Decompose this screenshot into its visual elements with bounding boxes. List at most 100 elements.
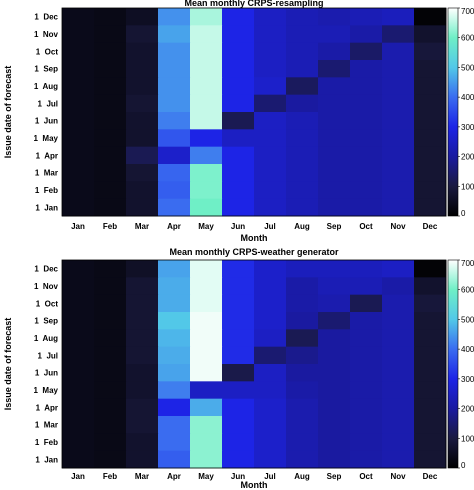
heatmap-cell: [126, 364, 159, 382]
heatmap-cell: [286, 8, 319, 26]
heatmap-cell: [222, 416, 255, 434]
heatmap-cell: [382, 42, 415, 61]
colorbar-tick-label: 300: [461, 375, 474, 384]
heatmap-cell: [254, 312, 287, 330]
colorbar-tick-label: 300: [461, 123, 474, 132]
heatmap-cell: [62, 416, 95, 434]
heatmap-cell: [222, 94, 255, 113]
heatmap-cell: [254, 8, 287, 26]
heatmap-cell: [350, 112, 383, 130]
heatmap-cell: [350, 77, 383, 96]
heatmap-cell: [318, 277, 351, 296]
heatmap-cell: [94, 416, 127, 434]
heatmap-cell: [254, 381, 287, 400]
heatmap-cell: [286, 450, 319, 469]
heatmap-cell: [62, 181, 95, 200]
heatmap-panel-resampling: Mean monthly CRPS-resampling Month Issue…: [3, 0, 474, 243]
heatmap-cell: [414, 312, 447, 330]
heatmap-cell: [414, 364, 447, 382]
y-tick-label: 1 Jul: [38, 351, 58, 360]
heatmap-cell: [126, 450, 159, 469]
heatmap-cell: [382, 77, 415, 96]
heatmap-cell: [286, 181, 319, 200]
heatmap-cell: [382, 416, 415, 434]
heatmap-cell: [350, 25, 383, 44]
heatmap-cell: [62, 112, 95, 130]
heatmap-cell: [158, 60, 191, 78]
heatmap-cell: [62, 129, 95, 148]
heatmap-cell: [382, 364, 415, 382]
colorbar-tick-label: 400: [461, 345, 474, 354]
heatmap-cell: [350, 8, 383, 26]
heatmap-cell: [94, 381, 127, 400]
heatmap-cell: [222, 8, 255, 26]
heatmap-cell: [414, 329, 447, 348]
heatmap-cell: [126, 181, 159, 200]
heatmap-cell: [94, 277, 127, 296]
heatmap-cell: [126, 8, 159, 26]
heatmap-cell: [350, 164, 383, 182]
heatmap-cell: [414, 164, 447, 182]
heatmap-cell: [222, 294, 255, 313]
heatmap-cell: [350, 398, 383, 417]
heatmap-cell: [190, 346, 223, 365]
heatmap-cell: [222, 129, 255, 148]
heatmap-cell: [94, 94, 127, 113]
heatmap-cell: [382, 60, 415, 78]
heatmap-cell: [318, 398, 351, 417]
heatmap-cell: [222, 398, 255, 417]
x-tick-label: Apr: [167, 222, 181, 231]
heatmap-cell: [126, 277, 159, 296]
x-tick-label: Jun: [231, 472, 245, 481]
heatmap-cell: [94, 77, 127, 96]
colorbar: [447, 259, 459, 469]
y-tick-label: 1 Apr: [36, 403, 58, 412]
heatmap-cell: [414, 42, 447, 61]
heatmap-cell: [414, 8, 447, 26]
heatmap-cell: [126, 198, 159, 217]
heatmap-cell: [62, 294, 95, 313]
heatmap-cell: [254, 346, 287, 365]
heatmap-cell: [382, 198, 415, 217]
heatmap-cell: [158, 329, 191, 348]
heatmap-cell: [222, 112, 255, 130]
heatmap-cell: [222, 60, 255, 78]
heatmap-cell: [94, 450, 127, 469]
x-tick-label: Dec: [423, 472, 438, 481]
colorbar: [447, 7, 459, 217]
heatmap-cell: [94, 181, 127, 200]
heatmap-cell: [350, 294, 383, 313]
heatmap-cell: [254, 294, 287, 313]
heatmap-cell: [222, 450, 255, 469]
heatmap-cell: [158, 312, 191, 330]
heatmap-cell: [158, 198, 191, 217]
heatmap-cell: [318, 77, 351, 96]
x-tick-label: Nov: [390, 222, 406, 231]
heatmap-cell: [318, 146, 351, 165]
heatmap-cell: [318, 60, 351, 78]
heatmap-cell: [126, 146, 159, 165]
heatmap-cell: [382, 433, 415, 452]
heatmap-cell: [286, 260, 319, 278]
x-tick-label: Jan: [71, 472, 85, 481]
heatmap-cell: [318, 164, 351, 182]
heatmap-cell: [94, 112, 127, 130]
y-tick-label: 1 Mar: [35, 169, 58, 178]
chart-title: Mean monthly CRPS-resampling: [184, 0, 323, 8]
heatmap-cell: [158, 164, 191, 182]
heatmap-cell: [318, 416, 351, 434]
heatmap-cell: [414, 25, 447, 44]
heatmap-cell: [190, 77, 223, 96]
y-tick-label: 1 Dec: [34, 13, 58, 22]
heatmap-cell: [158, 77, 191, 96]
heatmap-cell: [62, 8, 95, 26]
heatmap-cell: [318, 381, 351, 400]
y-tick-label: 1 Jan: [35, 203, 58, 212]
heatmap-cell: [254, 25, 287, 44]
heatmap-cell: [94, 433, 127, 452]
y-tick-label: 1 Apr: [36, 151, 58, 160]
heatmap-cell: [190, 416, 223, 434]
heatmap-cell: [254, 77, 287, 96]
heatmap-cell: [126, 25, 159, 44]
heatmap-cell: [222, 312, 255, 330]
